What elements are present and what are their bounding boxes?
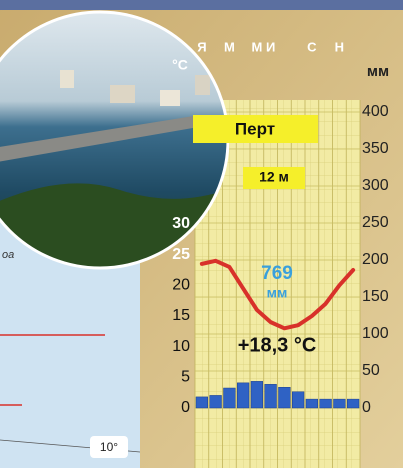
y-axis-label: °C <box>172 57 188 73</box>
y-tick-label: 5 <box>181 369 190 386</box>
place: Перт <box>235 119 275 138</box>
x-tick-label: Я <box>197 39 206 54</box>
precipitation-bar <box>278 387 291 409</box>
y2-tick-label: 300 <box>362 177 389 194</box>
x-tick-label: М <box>251 39 262 54</box>
y2-tick-label: 350 <box>362 140 389 157</box>
map-label: 10° <box>100 440 118 454</box>
precipitation-bar <box>319 398 332 409</box>
top-strip <box>0 0 403 10</box>
annual-precipitation: 769 <box>261 263 293 284</box>
precipitation-bar <box>237 382 250 409</box>
x-tick-label: М <box>224 39 235 54</box>
precipitation-bar <box>292 391 305 409</box>
elevation: 12 м <box>259 169 289 185</box>
y2-tick-label: 400 <box>362 103 389 120</box>
y2-axis-label: мм <box>367 63 389 80</box>
precipitation-bar <box>347 398 360 409</box>
precipitation-bar <box>223 387 236 409</box>
y-tick-label: 25 <box>172 246 190 263</box>
precipitation-bar <box>305 398 318 409</box>
mean-temperature: +18,3 °C <box>238 334 317 356</box>
x-tick-label: И <box>266 39 275 54</box>
y-tick-label: 20 <box>172 277 190 294</box>
precipitation-bar <box>333 398 346 409</box>
map-label-box <box>90 436 128 458</box>
map-label: оа <box>2 249 14 261</box>
place-box <box>193 115 318 143</box>
x-tick-label: Н <box>335 39 344 54</box>
precipitation-bar <box>250 381 263 409</box>
y2-tick-label: 50 <box>362 362 380 379</box>
precipitation-bar <box>264 384 277 409</box>
x-tick-label: С <box>307 39 317 54</box>
y-tick-label: 15 <box>172 307 190 324</box>
y2-tick-label: 0 <box>362 399 371 416</box>
precipitation-bar <box>209 395 222 409</box>
y2-tick-label: 150 <box>362 288 389 305</box>
elevation-box <box>243 167 305 189</box>
temperature-line <box>199 258 356 331</box>
y-tick-label: 10 <box>172 338 190 355</box>
y2-tick-label: 100 <box>362 325 389 342</box>
y-tick-label: 30 <box>172 215 190 232</box>
precipitation-unit: мм <box>267 285 288 301</box>
y-tick-label: 0 <box>181 399 190 416</box>
y2-tick-label: 250 <box>362 214 389 231</box>
y2-tick-label: 200 <box>362 251 389 268</box>
precipitation-bar <box>195 396 208 409</box>
